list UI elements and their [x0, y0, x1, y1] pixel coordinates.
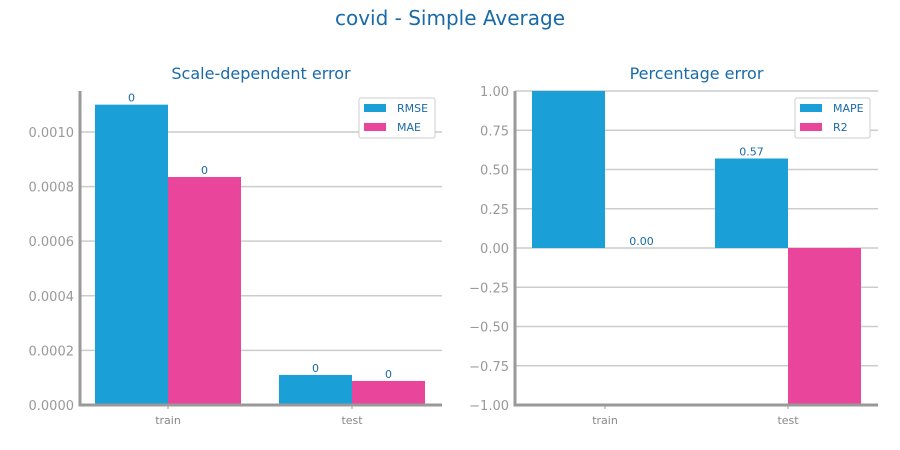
p1-legend-swatch-rmse: [364, 104, 386, 112]
p1-data-label: 0: [385, 368, 392, 381]
p2-ytick-label: 0.75: [480, 124, 509, 139]
p1-data-label: 0: [128, 92, 135, 105]
p2-ytick-label: 0.00: [480, 242, 509, 257]
p1-ytick-label: 0.0004: [29, 290, 75, 305]
p2-ytick-label: −0.25: [469, 281, 509, 296]
p1-ytick-label: 0.0010: [29, 126, 75, 141]
p2-legend-swatch-mape: [800, 104, 822, 112]
p2-ytick-label: 1.00: [480, 85, 509, 100]
p1-ytick-label: 0.0002: [29, 344, 75, 359]
p2-ytick-label: −1.00: [469, 399, 509, 414]
p2-ytick-label: 0.50: [480, 164, 509, 179]
p1-bar-mae-train: [168, 177, 241, 405]
p2-title: Percentage error: [630, 64, 764, 83]
p2-legend-label-r2: R2: [833, 121, 848, 134]
p2-xtick-label: train: [592, 414, 618, 427]
p1-data-label: 0: [312, 362, 319, 375]
p1-ytick-label: 0.0008: [29, 181, 75, 196]
p1-ytick-label: 0.0000: [29, 399, 75, 414]
p1-bar-mae-test: [352, 380, 425, 405]
p1-legend-label-rmse: RMSE: [397, 102, 428, 115]
p2-legend-label-mape: MAPE: [833, 102, 864, 115]
p1-legend-label-mae: MAE: [397, 121, 421, 134]
p1-xtick-label: test: [341, 414, 363, 427]
p2-ytick-label: 0.25: [480, 203, 509, 218]
p1-legend-swatch-mae: [364, 123, 386, 131]
p2-bar-mape-train: [532, 91, 605, 248]
p2-bar-r2-test: [788, 248, 861, 405]
p2-legend-swatch-r2: [800, 123, 822, 131]
p1-bar-rmse-train: [95, 104, 168, 406]
p1-data-label: 0: [201, 164, 208, 177]
p2-ytick-label: −0.75: [469, 360, 509, 375]
p1-ytick-label: 0.0006: [29, 235, 75, 250]
p1-xtick-label: train: [155, 414, 181, 427]
p2-data-label: 0.00: [629, 235, 654, 248]
p2-bar-mape-test: [715, 158, 788, 248]
p1-bar-rmse-test: [279, 374, 352, 405]
p1-title: Scale-dependent error: [171, 64, 351, 83]
figure-title: covid - Simple Average: [334, 6, 566, 30]
p2-data-label: 0.57: [739, 146, 764, 159]
p2-ytick-label: −0.50: [469, 321, 509, 336]
p2-xtick-label: test: [777, 414, 799, 427]
